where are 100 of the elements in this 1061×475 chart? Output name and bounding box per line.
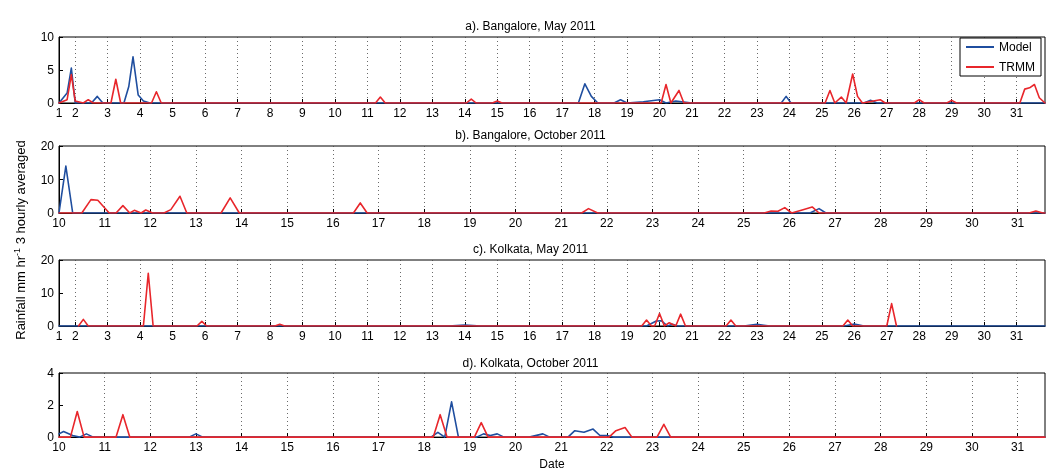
x-tick-label: 4 <box>136 329 144 343</box>
y-tick-label: 20 <box>40 139 55 153</box>
x-tick-label: 8 <box>266 329 274 343</box>
x-tick-label: 6 <box>201 106 209 120</box>
y-tick-label: 0 <box>47 319 55 333</box>
x-tick-label: 21 <box>554 216 569 230</box>
x-tick-label: 17 <box>371 440 386 455</box>
x-tick-label: 5 <box>169 106 177 120</box>
x-tick-label: 30 <box>977 106 992 120</box>
x-tick-label: 26 <box>847 106 862 120</box>
x-tick-label: 29 <box>945 106 959 120</box>
x-tick-label: 12 <box>143 440 158 455</box>
x-tick-label: 16 <box>326 216 340 230</box>
y-tick-label: 2 <box>47 398 55 413</box>
x-tick-label: 18 <box>587 106 602 120</box>
x-tick-label: 28 <box>873 440 888 455</box>
x-tick-label: 11 <box>361 329 374 343</box>
x-tick-label: 17 <box>371 216 386 230</box>
x-tick-label: 31 <box>1009 106 1024 120</box>
y-tick-label: 4 <box>47 366 55 380</box>
y-tick-label: 10 <box>40 30 55 44</box>
chart-title: d). Kolkata, October 2011 <box>462 356 599 370</box>
x-tick-label: 25 <box>737 440 751 455</box>
x-tick-label: 28 <box>873 216 888 230</box>
x-tick-label: 29 <box>919 440 934 455</box>
x-tick-label: 12 <box>393 329 407 343</box>
x-tick-label: 7 <box>234 329 242 343</box>
x-tick-label: 14 <box>458 106 472 120</box>
chart-title: c). Kolkata, May 2011 <box>472 242 589 256</box>
x-tick-label: 9 <box>299 106 307 120</box>
x-tick-label: 5 <box>169 329 177 343</box>
x-tick-label: 23 <box>750 329 764 343</box>
y-tick-label: 20 <box>40 253 55 267</box>
y-tick-label: 10 <box>40 286 55 300</box>
x-tick-label: 25 <box>737 216 751 230</box>
x-tick-label: 23 <box>645 440 660 455</box>
y-tick-label: 10 <box>40 172 55 187</box>
x-tick-label: 30 <box>977 329 992 343</box>
x-tick-label: 1 <box>55 106 63 120</box>
x-tick-label: 20 <box>508 440 523 455</box>
x-tick-label: 7 <box>234 106 242 120</box>
x-tick-label: 22 <box>600 216 614 230</box>
x-tick-label: 15 <box>280 440 295 455</box>
x-tick-label: 26 <box>782 216 797 230</box>
x-tick-label: 24 <box>691 216 706 230</box>
x-tick-label: 17 <box>555 106 570 120</box>
y-tick-label: 0 <box>47 430 55 445</box>
x-tick-label: 28 <box>912 106 927 120</box>
x-tick-label: 18 <box>587 329 602 343</box>
x-tick-label: 13 <box>425 106 440 120</box>
x-tick-label: 19 <box>620 329 635 343</box>
x-tick-label: 21 <box>554 440 569 455</box>
x-tick-label: 4 <box>136 106 144 120</box>
x-tick-label: 6 <box>201 329 209 343</box>
x-tick-label: 24 <box>782 329 797 343</box>
x-tick-label: 16 <box>326 440 340 455</box>
x-tick-label: 13 <box>425 329 440 343</box>
chart-title: b). Bangalore, October 2011 <box>455 128 607 142</box>
x-tick-label: 25 <box>815 329 829 343</box>
x-tick-label: 19 <box>463 216 477 230</box>
x-tick-label: 10 <box>328 329 342 343</box>
chart-title: a). Bangalore, May 2011 <box>465 19 597 33</box>
legend-label: TRMM <box>999 60 1036 74</box>
y-tick-label: 0 <box>47 206 55 220</box>
x-tick-label: 13 <box>189 440 203 455</box>
x-tick-label: 11 <box>98 216 112 230</box>
x-tick-label: 31 <box>1009 329 1024 343</box>
x-tick-label: 31 <box>1010 440 1025 455</box>
x-tick-label: 22 <box>717 329 732 343</box>
x-tick-label: 28 <box>912 329 927 343</box>
x-tick-label: 12 <box>143 216 158 230</box>
x-tick-label: 16 <box>523 329 537 343</box>
x-tick-label: 13 <box>189 216 203 230</box>
x-tick-label: 3 <box>104 329 112 343</box>
x-tick-label: 24 <box>691 440 706 455</box>
x-axis-title: Date <box>539 457 565 471</box>
x-tick-label: 27 <box>880 106 894 120</box>
x-tick-label: 18 <box>417 216 432 230</box>
y-tick-label: 0 <box>47 96 55 110</box>
x-tick-label: 2 <box>71 329 79 343</box>
x-tick-label: 11 <box>361 106 374 120</box>
x-tick-label: 19 <box>620 106 635 120</box>
x-tick-label: 11 <box>98 440 112 455</box>
x-tick-label: 14 <box>234 440 249 455</box>
x-tick-label: 20 <box>652 329 667 343</box>
x-tick-label: 31 <box>1010 216 1025 230</box>
x-tick-label: 19 <box>463 440 477 455</box>
x-tick-label: 26 <box>847 329 862 343</box>
x-tick-label: 9 <box>299 329 307 343</box>
x-tick-label: 15 <box>280 216 295 230</box>
x-tick-label: 22 <box>600 440 614 455</box>
x-tick-label: 15 <box>490 106 505 120</box>
x-tick-label: 23 <box>750 106 764 120</box>
x-tick-label: 8 <box>266 106 274 120</box>
x-tick-label: 27 <box>828 440 843 455</box>
x-tick-label: 17 <box>555 329 570 343</box>
x-tick-label: 24 <box>782 106 797 120</box>
x-tick-label: 22 <box>717 106 732 120</box>
x-tick-label: 30 <box>965 216 979 230</box>
x-tick-label: 10 <box>328 106 342 120</box>
